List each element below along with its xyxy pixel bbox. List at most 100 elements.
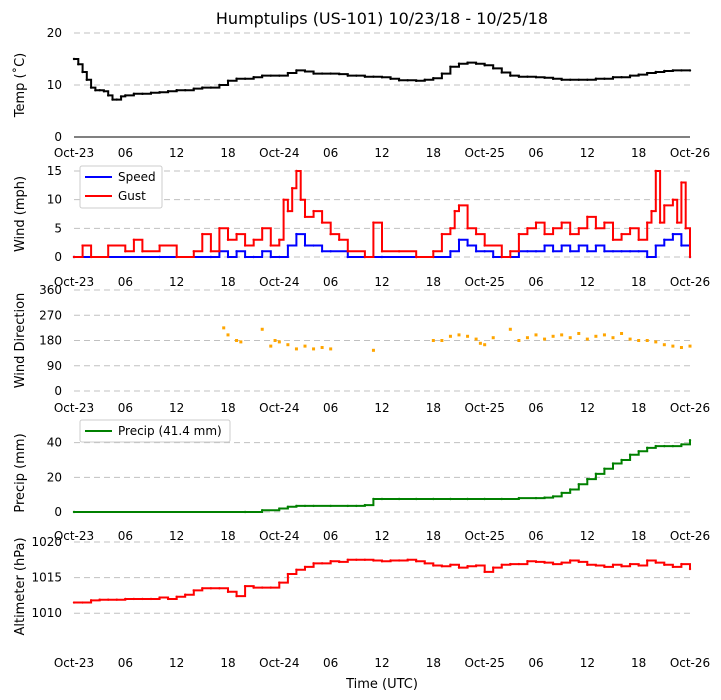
- data-point: [235, 339, 239, 342]
- data-point: [124, 94, 127, 97]
- data-point: [448, 334, 452, 338]
- data-point: [261, 227, 264, 230]
- data-point: [295, 232, 298, 236]
- data-point: [483, 570, 486, 574]
- data-point: [474, 564, 478, 567]
- data-point: [124, 597, 127, 601]
- data-point: [586, 477, 589, 481]
- data-point: [654, 244, 657, 247]
- data-point: [478, 341, 482, 345]
- x-tick-label: 06: [323, 146, 338, 160]
- y-tick-label: 20: [47, 26, 62, 40]
- x-tick-label: 18: [426, 275, 441, 289]
- x-tick-label: Oct-26: [670, 656, 710, 670]
- data-point: [243, 244, 247, 247]
- data-point: [320, 346, 324, 350]
- data-point: [637, 339, 641, 342]
- data-point: [81, 70, 84, 74]
- data-point: [663, 444, 666, 448]
- data-point: [466, 244, 469, 247]
- data-point: [286, 71, 290, 75]
- x-tick-label: 12: [374, 656, 389, 670]
- data-point: [637, 250, 640, 253]
- data-point: [346, 74, 349, 77]
- data-point: [474, 250, 478, 253]
- x-tick-label: 06: [528, 529, 543, 543]
- data-point: [372, 497, 375, 501]
- series-line-precip-41-4-mm-: [74, 440, 691, 513]
- data-point: [81, 244, 84, 247]
- x-tick-label: 12: [580, 275, 595, 289]
- data-point: [243, 255, 247, 259]
- x-tick-label: 18: [631, 656, 646, 670]
- data-point: [663, 204, 666, 207]
- x-tick-label: 12: [374, 401, 389, 415]
- x-tick-label: 18: [220, 656, 235, 670]
- data-point: [278, 507, 281, 510]
- data-point: [534, 221, 538, 224]
- data-point: [226, 238, 230, 241]
- data-point: [184, 593, 187, 596]
- data-point: [637, 238, 640, 241]
- x-tick-label: 12: [580, 401, 595, 415]
- data-point: [218, 587, 221, 590]
- data-point: [577, 483, 580, 486]
- data-point: [457, 566, 461, 569]
- x-tick-label: Oct-26: [670, 401, 710, 415]
- data-point: [294, 347, 298, 351]
- data-point: [569, 78, 572, 82]
- x-tick-label: 18: [426, 401, 441, 415]
- data-point: [102, 90, 106, 93]
- x-tick-label: 06: [323, 401, 338, 415]
- data-point: [449, 65, 452, 69]
- data-point: [534, 333, 538, 337]
- data-point: [654, 340, 658, 344]
- x-tick-label: 12: [580, 656, 595, 670]
- y-tick-label: 40: [47, 436, 62, 450]
- data-point: [620, 232, 623, 236]
- data-point: [329, 232, 332, 236]
- data-point: [72, 601, 76, 604]
- x-tick-label: 06: [118, 146, 133, 160]
- data-point: [329, 347, 333, 351]
- x-tick-label: Oct-25: [464, 656, 504, 670]
- data-point: [680, 181, 683, 184]
- data-point: [107, 94, 110, 97]
- data-point: [466, 565, 469, 568]
- y-tick-label: 0: [54, 250, 62, 264]
- data-point: [663, 238, 666, 241]
- data-point: [551, 562, 555, 566]
- data-point: [380, 560, 384, 563]
- data-point: [646, 71, 649, 75]
- data-point: [560, 244, 563, 247]
- data-point: [85, 78, 89, 82]
- x-tick-label: 18: [220, 529, 235, 543]
- data-point: [509, 74, 512, 77]
- data-point: [303, 215, 307, 219]
- data-point: [603, 250, 606, 253]
- panel-temperature: 0 10 20 Oct-23 06 12 18 Oct-24 06 12 18 Oct-25 06 12 1…: [12, 26, 710, 160]
- data-point: [389, 77, 392, 80]
- data-point: [560, 491, 563, 495]
- x-tick-label: 18: [220, 401, 235, 415]
- x-tick-label: 12: [374, 146, 389, 160]
- y-tick-label: 20: [47, 470, 62, 484]
- data-point: [517, 339, 521, 342]
- data-point: [355, 504, 358, 508]
- data-point: [628, 562, 632, 566]
- data-point: [650, 209, 653, 213]
- data-point: [261, 586, 264, 589]
- data-point: [286, 209, 290, 213]
- data-point: [466, 497, 469, 501]
- data-point: [132, 597, 136, 601]
- data-point: [449, 497, 452, 501]
- data-point: [295, 568, 298, 571]
- data-point: [380, 497, 384, 501]
- panel-precip: 0 20 40 Oct-23 06 12 18 Oct-24 06 12 18 Oct-25 06 12 1…: [13, 419, 710, 543]
- data-point: [312, 504, 315, 508]
- data-point: [483, 64, 486, 67]
- data-point: [269, 255, 272, 259]
- x-tick-label: 06: [528, 656, 543, 670]
- data-point: [560, 561, 563, 564]
